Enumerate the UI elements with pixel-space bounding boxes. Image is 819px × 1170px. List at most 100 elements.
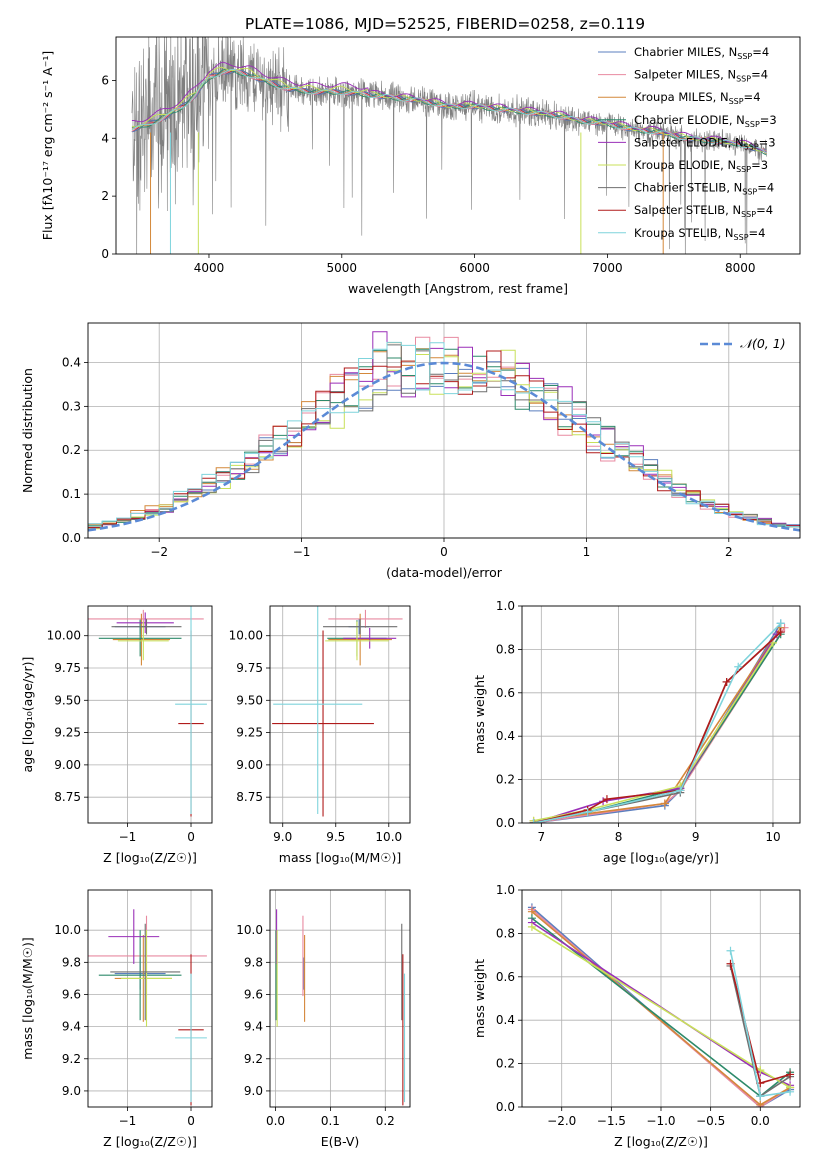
mass-weight-marker [786,1070,795,1079]
legend-nssp-subscript: SSP [736,75,751,84]
x-tick-label: 8 [615,830,623,844]
age-vs-mass-panel: 9.0 9.5 10.0 8.75 9.00 9.25 9.50 9.75 10.00 mass … [229,605,411,865]
y-tick-label: 9.2 [244,1052,263,1066]
y-tick-label: 0.8 [496,926,515,940]
x-axis-label: (data-model)/error [386,565,503,580]
x-tick-label: 9.0 [273,830,292,844]
legend-nssp-subscript: SSP [745,120,760,129]
legend-nssp-label: , N [728,135,744,149]
legend-model-name: Salpeter MILES [634,68,720,82]
y-tick-label: 9.6 [244,987,263,1001]
legend-model-name: Chabrier MILES [634,45,721,59]
mass-weight-marker [776,619,785,628]
y-tick-label: 4 [101,131,109,145]
legend-nssp-equals: = [752,45,762,59]
y-tick-label: 0.4 [496,729,515,743]
figure-title: PLATE=1086, MJD=52525, FIBERID=0258, z=0… [245,15,645,33]
y-axis-label: mass weight [472,959,487,1038]
legend-nssp-equals: = [751,68,761,82]
legend-entry: Salpeter ELODIE, NSSP=3 [634,135,776,151]
y-tick-label: 9.8 [62,955,81,969]
legend-entry: Kroupa STELIB, NSSP=4 [634,226,766,242]
legend-nssp-subscript: SSP [736,165,751,174]
mass-weight-marker [527,922,536,931]
x-tick-label: 10.0 [375,830,402,844]
legend-nssp-label: , N [720,68,736,82]
y-tick-label: 0.8 [496,642,515,656]
legend-nssp-label: , N [725,203,741,217]
mass-weight-marker [529,819,538,823]
x-tick-label: 0 [187,1114,195,1128]
axes-frame [87,605,213,824]
legend-nssp-label: , N [720,158,736,172]
legend-nssp-label: , N [713,90,729,104]
y-tick-label: 9.25 [236,726,263,740]
x-tick-label: 7 [537,830,545,844]
legend-nssp-equals: = [751,158,761,172]
y-tick-label: 0.6 [496,686,515,700]
x-tick-label: −1.5 [597,1114,626,1128]
legend-model-name: Salpeter ELODIE [634,135,728,149]
y-tick-label: 9.6 [62,987,81,1001]
spectrum-model-line [131,68,767,154]
legend-nssp-equals: = [757,181,767,195]
y-tick-label: 0.2 [62,443,81,457]
mass-weight-marker [734,662,743,671]
legend-nssp-value: 4 [766,203,773,217]
x-tick-label: 8000 [725,261,756,275]
mass-weight-marker [660,799,669,808]
legend-nssp-equals: = [759,135,769,149]
x-tick-label: −1 [293,545,311,559]
axes-frame [521,889,801,1108]
y-tick-label: 0.0 [496,816,515,830]
y-axis-label: mass [log₁₀(M/M☉)] [20,937,35,1059]
normal-reference-curve [88,361,800,532]
mass-weight-marker [602,795,611,804]
x-tick-label: 9.5 [326,830,345,844]
y-tick-label: 8.75 [236,790,263,804]
legend-nssp-label: , N [726,181,742,195]
y-tick-label: 0.4 [496,1013,515,1027]
mass-weight-line [533,642,774,822]
mass-vs-Z-panel: −1 0 9.0 9.2 9.4 9.6 9.8 10.0 Z [log₁₀(Z/Z☉)] mas… [20,889,213,1149]
x-axis-label: Z [log₁₀(Z/Z☉)] [614,1134,708,1149]
legend-nssp-equals: = [744,90,754,104]
y-tick-label: 0.0 [496,1100,515,1114]
y-tick-label: 1.0 [496,599,515,613]
mass-weight-line [533,633,782,823]
axes-frame [521,605,801,824]
x-tick-label: −2.0 [547,1114,576,1128]
x-axis-label: age [log₁₀(age/yr)] [603,850,719,865]
residual-histogram [88,341,800,531]
x-tick-label: 0 [440,545,448,559]
y-tick-label: 9.75 [54,661,81,675]
y-tick-label: 0.4 [62,355,81,369]
x-tick-label: 7000 [592,261,623,275]
legend-entry: Salpeter MILES, NSSP=4 [634,68,768,84]
legend-entry: 𝒩(0, 1) [740,336,786,351]
legend-nssp-value: 4 [767,181,774,195]
y-tick-label: 9.4 [244,1020,263,1034]
axes-frame [115,36,801,255]
spectrum-model-line [131,68,767,156]
y-tick-label: 9.50 [236,693,263,707]
x-tick-label: −0.5 [696,1114,725,1128]
y-tick-label: 9.4 [62,1020,81,1034]
x-tick-label: 0.0 [266,1114,285,1128]
legend-model-name: Kroupa STELIB [634,226,718,240]
spectrum-panel: 4000 5000 6000 7000 8000 0 2 4 6 wavelength [Angs… [40,36,801,296]
y-tick-label: 0 [101,247,109,261]
legend-nssp-subscript: SSP [737,52,752,61]
y-tick-label: 8.75 [54,790,81,804]
x-axis-label: Z [log₁₀(Z/Z☉)] [103,850,197,865]
mass-weight-vs-age-panel: 7 8 9 10 0.0 0.2 0.4 0.6 0.8 1.0 age [log₁₀(age/yr… [472,599,801,865]
legend-model-name: Chabrier ELODIE [634,113,729,127]
x-tick-label: 5000 [327,261,358,275]
y-tick-label: 9.2 [62,1052,81,1066]
y-tick-label: 9.0 [244,1084,263,1098]
y-tick-label: 0.0 [62,531,81,545]
mass-weight-marker [756,1100,765,1107]
